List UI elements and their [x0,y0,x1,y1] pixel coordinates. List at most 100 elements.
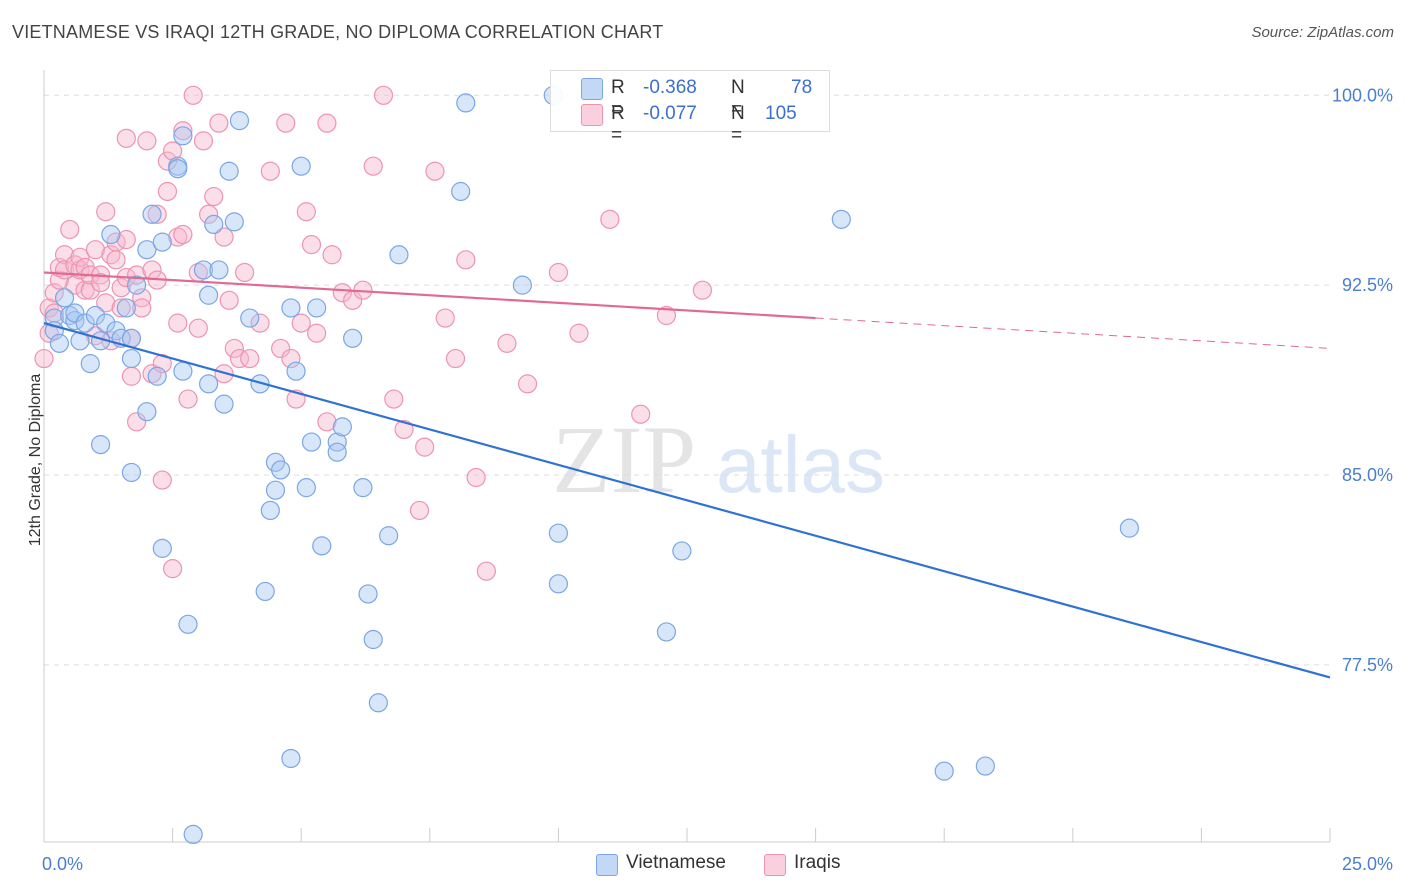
chart-title: VIETNAMESE VS IRAQI 12TH GRADE, NO DIPLO… [12,22,664,42]
data-point [96,202,116,222]
grid [44,94,1330,666]
y-tick-label: 100.0% [1332,85,1393,105]
data-point [409,500,430,521]
data-point [188,318,208,338]
data-point [307,323,327,343]
data-point [384,389,404,409]
data-point [137,402,157,422]
data-point [1119,518,1139,538]
data-point [291,156,311,176]
data-point [307,298,327,318]
y-tick-label: 92.5% [1342,275,1393,295]
data-point [121,348,142,369]
data-point [600,209,620,229]
data-point [199,285,219,305]
data-point [126,265,147,285]
data-point [96,313,116,333]
data-point [456,93,476,113]
legend-r-label: R = [611,103,625,146]
data-point [65,303,85,323]
data-point [415,437,435,457]
data-point [204,214,224,234]
data-point [147,366,167,386]
data-point [476,561,496,581]
watermark: ZIP atlas [552,406,885,513]
data-point [121,366,142,386]
data-point [975,756,995,776]
data-point [229,111,250,131]
series-legend: Vietnamese Iraqis [0,852,1406,878]
data-point [126,412,147,432]
legend-n-label: N = [731,77,745,120]
x-tick-labels: 0.0% 25.0% [42,854,1393,874]
data-point [163,559,183,579]
data-point [219,290,239,310]
data-point [363,629,383,650]
data-point [80,354,100,374]
data-point [363,156,383,176]
data-point [229,348,250,369]
data-point [90,273,111,293]
stats-legend: R = -0.368 N = 78 R = -0.077 N = 105 [550,70,830,146]
data-point [466,467,486,488]
data-point [121,462,142,483]
data-point [224,338,244,359]
data-point [301,235,322,255]
legend-n-value: 105 [765,103,797,124]
data-point [44,283,64,303]
data-point [168,159,188,179]
legend-label-iraqis: Iraqis [794,852,841,873]
data-point [286,361,306,381]
axes [43,70,1331,843]
data-point [271,338,291,359]
data-point [435,308,455,328]
data-point [163,141,183,161]
data-point [265,480,286,500]
data-point [54,288,75,308]
data-point [157,181,178,202]
data-point [512,275,532,295]
y-tick-label: 85.0% [1342,465,1393,485]
data-point [85,305,106,326]
data-point [276,113,296,133]
data-point [569,323,589,343]
data-point [353,478,373,498]
legend-n-value: 78 [791,77,813,98]
data-point [70,331,90,351]
data-point [240,308,260,328]
data-point [209,113,229,133]
x-tick-label: 0.0% [42,854,83,874]
series-vietnamese-points [44,85,1139,845]
data-point [60,219,80,240]
data-point [106,250,126,270]
legend-r-label: R = [611,77,625,120]
data-point [34,348,54,369]
data-point [199,204,219,224]
data-point [214,227,234,247]
data-point [54,245,75,265]
data-point [168,227,188,247]
data-point [152,538,172,558]
data-point [250,374,270,394]
data-point [255,581,275,602]
legend-swatch-vietnamese [581,78,603,100]
trend-line-iraqis-extension [815,317,1331,349]
data-point [193,131,214,151]
data-point [368,693,388,713]
data-point [548,523,569,543]
data-point [281,298,301,318]
trend-line-iraqis [43,271,816,320]
data-point [90,435,111,455]
data-point [250,313,270,333]
data-point [173,121,193,141]
source-label: Source: ZipAtlas.com [1251,24,1394,41]
data-point [379,526,399,546]
data-point [111,298,131,318]
data-point [49,333,70,353]
data-point [692,280,713,300]
data-point [296,478,316,498]
data-point [301,432,322,452]
data-point [445,348,466,369]
data-point [96,293,116,313]
data-point [209,260,229,280]
